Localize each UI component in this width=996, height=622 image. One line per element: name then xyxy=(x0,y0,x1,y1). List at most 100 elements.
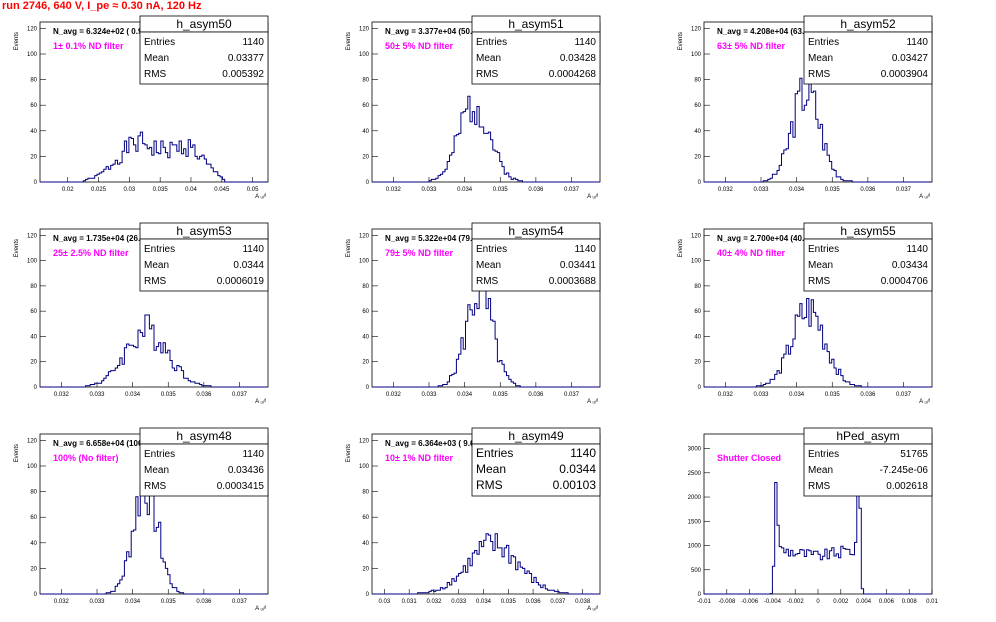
y-tick-label: 2500 xyxy=(688,471,702,477)
stat-value: 1140 xyxy=(906,244,928,255)
y-tick-label: 40 xyxy=(694,334,701,340)
histogram-line xyxy=(372,533,600,595)
y-tick-label: 80 xyxy=(362,490,369,496)
x-tick-label: 0.033 xyxy=(421,392,437,398)
histogram-line xyxy=(704,467,932,595)
y-tick-label: 100 xyxy=(691,259,702,265)
y-axis-label: Events xyxy=(14,32,20,50)
histogram-panel-h_asym53: 0 20 40 60 80 100 120 0.032 0.033 0.034 0.035 0.036… xyxy=(14,222,269,405)
y-axis-label: Events xyxy=(346,32,352,50)
histogram-title: h_asym51 xyxy=(508,17,564,31)
stat-value: 0.00103 xyxy=(553,478,597,492)
y-tick-label: 0 xyxy=(366,180,370,186)
x-axis-label: A ᵤᵢᵈ xyxy=(919,193,930,200)
y-tick-label: 100 xyxy=(359,464,370,470)
filter-note: 79± 5% ND filter xyxy=(385,248,453,258)
stat-value: 0.03428 xyxy=(560,53,597,64)
y-tick-label: 80 xyxy=(694,284,701,290)
stat-value: 0.03436 xyxy=(228,465,265,476)
stat-box xyxy=(471,443,601,497)
stat-value: 0.002618 xyxy=(886,481,928,492)
stat-value: 1140 xyxy=(574,37,596,48)
y-tick-label: 20 xyxy=(30,154,37,160)
stat-label: RMS xyxy=(808,69,831,80)
y-tick-label: 0 xyxy=(366,592,370,598)
x-tick-label: 0.004 xyxy=(856,599,872,605)
stat-value: 1140 xyxy=(574,244,596,255)
x-tick-label: 0.045 xyxy=(214,187,230,193)
y-tick-label: 40 xyxy=(30,334,37,340)
stat-label: RMS xyxy=(476,478,503,492)
stat-value: 51765 xyxy=(900,449,928,460)
x-tick-label: 0.037 xyxy=(564,392,580,398)
x-tick-label: 0.033 xyxy=(451,599,467,605)
x-tick-label: 0.032 xyxy=(426,599,442,605)
y-tick-label: 60 xyxy=(362,309,369,315)
stat-box xyxy=(803,238,933,292)
stat-label: RMS xyxy=(808,276,831,287)
histogram-line xyxy=(704,298,932,388)
y-tick-label: 1000 xyxy=(688,544,702,550)
stat-value: 0.0003688 xyxy=(549,276,597,287)
x-tick-label: 0.033 xyxy=(89,599,105,605)
stat-box xyxy=(139,443,269,497)
stat-label: Mean xyxy=(476,260,501,271)
x-tick-label: 0.036 xyxy=(196,599,212,605)
x-axis-label: A ᵤᵢᵈ xyxy=(587,605,598,612)
y-tick-label: 60 xyxy=(30,515,37,521)
y-tick-label: 120 xyxy=(27,438,38,444)
stat-label: Mean xyxy=(808,465,833,476)
histogram-panel-h_asym51: 0 20 40 60 80 100 120 0.032 0.033 0.034 0.035 0.036… xyxy=(346,15,601,200)
y-tick-label: 120 xyxy=(27,233,38,239)
histogram-title: hPed_asym xyxy=(836,429,899,443)
histogram-panel-h_asym49: 0 20 40 60 80 100 120 0.03 0.031 0.032 0.033 0.034 0… xyxy=(346,427,601,612)
y-tick-label: 40 xyxy=(362,129,369,135)
y-tick-label: 20 xyxy=(362,566,369,572)
y-tick-label: 0 xyxy=(698,385,702,391)
x-tick-label: 0.033 xyxy=(421,187,437,193)
histogram-panel-h_asym48: 0 20 40 60 80 100 120 0.032 0.033 0.034 0.035 0.036… xyxy=(14,427,269,612)
stat-label: Mean xyxy=(808,260,833,271)
stat-label: Entries xyxy=(144,37,175,48)
y-tick-label: 60 xyxy=(362,103,369,109)
x-tick-label: 0.05 xyxy=(247,187,259,193)
y-tick-label: 20 xyxy=(694,360,701,366)
y-tick-label: 80 xyxy=(694,78,701,84)
histogram-panel-h_asym50: 0 20 40 60 80 100 120 0.02 0.025 0.03 0.035 0.04 0.0… xyxy=(14,15,269,200)
stat-label: Mean xyxy=(476,53,501,64)
x-tick-label: -0.004 xyxy=(764,599,782,605)
stat-label: Mean xyxy=(144,260,169,271)
stat-label: Entries xyxy=(808,244,839,255)
stat-value: 1140 xyxy=(242,244,264,255)
navg-label: N_avg = 6.324e+02 ( 0.9 %) xyxy=(53,27,155,36)
y-axis-label: Events xyxy=(346,239,352,257)
stat-label: Mean xyxy=(476,462,506,476)
stat-label: Mean xyxy=(808,53,833,64)
y-tick-label: 80 xyxy=(30,284,37,290)
x-tick-label: 0.035 xyxy=(153,187,169,193)
y-tick-label: 0 xyxy=(366,385,370,391)
x-tick-label: 0.035 xyxy=(161,599,177,605)
y-tick-label: 60 xyxy=(30,309,37,315)
x-tick-label: 0.032 xyxy=(54,599,70,605)
y-tick-label: 60 xyxy=(362,515,369,521)
histogram-panel-hPed_asym: 0 500 1000 1500 2000 2500 3000 -0.01 -0.008 -0.00… xyxy=(688,427,938,605)
y-tick-label: 120 xyxy=(691,233,702,239)
stat-value: 0.03377 xyxy=(228,53,265,64)
stat-label: RMS xyxy=(144,481,167,492)
x-tick-label: 0.033 xyxy=(89,392,105,398)
stat-value: 0.005392 xyxy=(222,69,264,80)
stat-value: 1140 xyxy=(570,446,596,460)
y-axis-label: Events xyxy=(678,32,684,50)
histogram-panel-h_asym54: 0 20 40 60 80 100 120 0.032 0.033 0.034 0.035 0.036… xyxy=(346,222,601,405)
histogram-title: h_asym54 xyxy=(508,224,564,238)
y-tick-label: 0 xyxy=(34,180,38,186)
y-tick-label: 20 xyxy=(30,360,37,366)
histogram-title: h_asym55 xyxy=(840,224,896,238)
y-tick-label: 120 xyxy=(27,26,38,32)
y-tick-label: 120 xyxy=(691,26,702,32)
stat-value: 0.0344 xyxy=(233,260,264,271)
x-tick-label: 0.032 xyxy=(718,187,734,193)
stat-label: Entries xyxy=(476,37,507,48)
